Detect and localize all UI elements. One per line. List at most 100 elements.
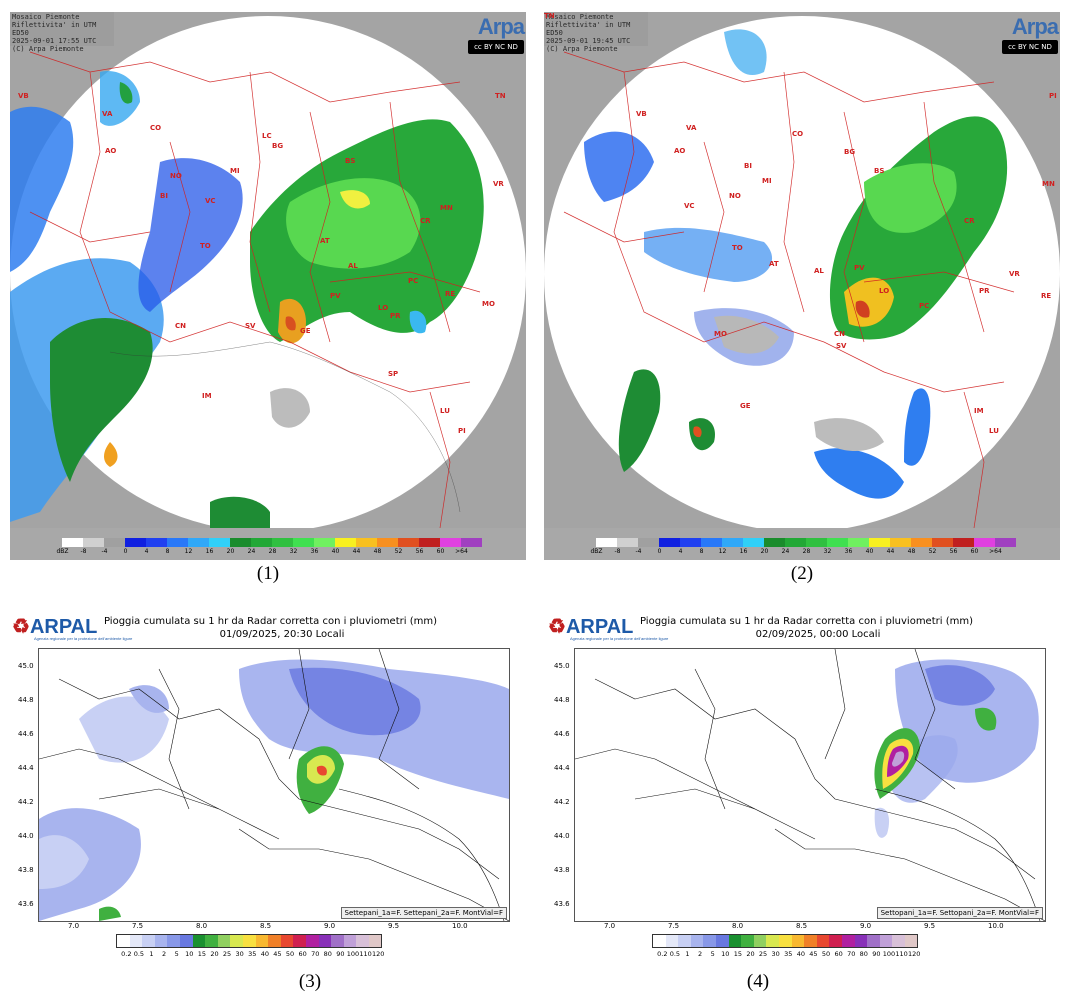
scale-cell xyxy=(879,935,893,947)
lat-tick: 45.0 xyxy=(554,662,570,670)
scale-cell xyxy=(179,935,193,947)
scale-cell xyxy=(690,935,704,947)
province-label: SV xyxy=(836,342,847,350)
scale-label: 30 xyxy=(771,950,780,958)
scale-label: 70 xyxy=(847,950,856,958)
scale-cell xyxy=(125,538,146,547)
province-label: VB xyxy=(636,110,647,118)
caption-2: (2) xyxy=(790,563,814,584)
province-label: VR xyxy=(493,180,504,188)
scale-label: 10 xyxy=(721,950,730,958)
scale-cell xyxy=(356,935,369,947)
rain-source-legend: Settepani_1a=F. Settepani_2a=F. MontVial… xyxy=(340,907,507,919)
lon-tick: 10.0 xyxy=(452,922,468,930)
scale-label: 45 xyxy=(273,950,282,958)
scale-cell xyxy=(743,538,764,547)
scale-label: 60 xyxy=(436,548,445,555)
lat-tick: 43.8 xyxy=(554,866,570,874)
scale-cell xyxy=(953,538,974,547)
rain-map-3: Settepani_1a=F. Settepani_2a=F. MontVial… xyxy=(38,648,510,922)
scale-label: 1 xyxy=(149,950,154,958)
scale-cell xyxy=(268,935,281,947)
lon-tick: 9.5 xyxy=(388,922,400,930)
scale-label: 100 xyxy=(346,950,360,958)
cc-license-icon: cc BY NC ND xyxy=(468,40,524,54)
province-label: AL xyxy=(348,262,358,270)
scale-label: 8 xyxy=(165,548,170,555)
scale-label: 36 xyxy=(844,548,853,555)
province-label: NO xyxy=(170,172,182,180)
scale-label: 8 xyxy=(699,548,704,555)
scale-cell xyxy=(617,538,638,547)
radar-scale-bar: dBZ -8 -4 0 4 8 12 16 20 24 28 32 36 40 44 48 52 56 60 >64 xyxy=(544,528,1060,560)
cc-license-icon: cc BY NC ND xyxy=(1002,40,1058,54)
scale-label: 20 xyxy=(760,548,769,555)
scale-cell xyxy=(167,935,180,947)
scale-cell xyxy=(680,538,701,547)
lat-tick: 44.8 xyxy=(18,696,34,704)
scale-cell xyxy=(766,935,779,947)
scale-label: 36 xyxy=(310,548,319,555)
province-label: TN xyxy=(544,12,555,20)
scale-label: 48 xyxy=(373,548,382,555)
province-label: AL xyxy=(814,267,824,275)
scale-cell xyxy=(741,935,754,947)
lon-tick: 7.0 xyxy=(604,922,616,930)
scale-cell xyxy=(209,538,230,547)
province-label: AO xyxy=(105,147,117,155)
scale-cell xyxy=(911,538,932,547)
scale-cell xyxy=(764,538,785,547)
arpal-logo: ♻ARPAL Agenzia regionale per la protezio… xyxy=(12,616,133,641)
scale-label: 120 xyxy=(907,950,921,958)
province-label: LU xyxy=(440,407,450,415)
scale-label: 32 xyxy=(823,548,832,555)
scale-cell xyxy=(854,935,868,947)
scale-label: 56 xyxy=(949,548,958,555)
scale-label: 4 xyxy=(678,548,683,555)
scale-label: 120 xyxy=(371,950,385,958)
scale-label: 35 xyxy=(784,950,793,958)
scale-label: 0.5 xyxy=(133,950,145,958)
scale-label: 100 xyxy=(882,950,896,958)
scale-label: 20 xyxy=(210,950,219,958)
lat-tick: 44.0 xyxy=(554,832,570,840)
radar-map-1: Mosaico Piemonte Riflettivita' in UTM ED… xyxy=(10,12,526,528)
scale-cell xyxy=(869,538,890,547)
rain-date: 01/09/2025, 20:30 Locali xyxy=(219,629,345,640)
radar-stamp: Mosaico Piemonte Riflettivita' in UTM ED… xyxy=(544,12,648,53)
scale-cell xyxy=(129,935,143,947)
caption-4: (4) xyxy=(746,971,770,992)
scale-cell xyxy=(753,935,767,947)
scale-cell xyxy=(167,538,188,547)
province-label: PV xyxy=(854,264,865,272)
province-label: GE xyxy=(300,327,311,335)
province-label: PR xyxy=(979,287,990,295)
scale-label: 20 xyxy=(746,950,755,958)
lon-tick: 8.0 xyxy=(732,922,744,930)
arpal-header: ♻ARPAL Agenzia regionale per la protezio… xyxy=(12,614,532,650)
lat-tick: 44.6 xyxy=(18,730,34,738)
rain-panel-3: ♻ARPAL Agenzia regionale per la protezio… xyxy=(12,614,532,958)
scale-cell xyxy=(638,538,659,547)
scale-cell xyxy=(293,935,306,947)
province-label: PC xyxy=(408,277,419,285)
scale-cell xyxy=(848,538,869,547)
province-label: CR xyxy=(964,217,975,225)
scale-cell xyxy=(701,538,722,547)
province-label: VR xyxy=(1009,270,1020,278)
scale-label: 44 xyxy=(886,548,895,555)
caption-3: (3) xyxy=(298,971,322,992)
scale-label: 35 xyxy=(248,950,257,958)
shield-icon: ♻ xyxy=(12,616,30,638)
caption-1: (1) xyxy=(256,563,280,584)
province-label: MI xyxy=(762,177,772,185)
scale-cell xyxy=(251,538,272,547)
scale-label: 48 xyxy=(907,548,916,555)
scale-label: 15 xyxy=(197,950,206,958)
scale-label: -4 xyxy=(635,548,642,555)
province-label: PR xyxy=(390,312,401,320)
scale-cell xyxy=(995,538,1016,547)
scale-cell xyxy=(318,935,332,947)
scale-label: 90 xyxy=(872,950,881,958)
province-label: MN xyxy=(440,204,453,212)
